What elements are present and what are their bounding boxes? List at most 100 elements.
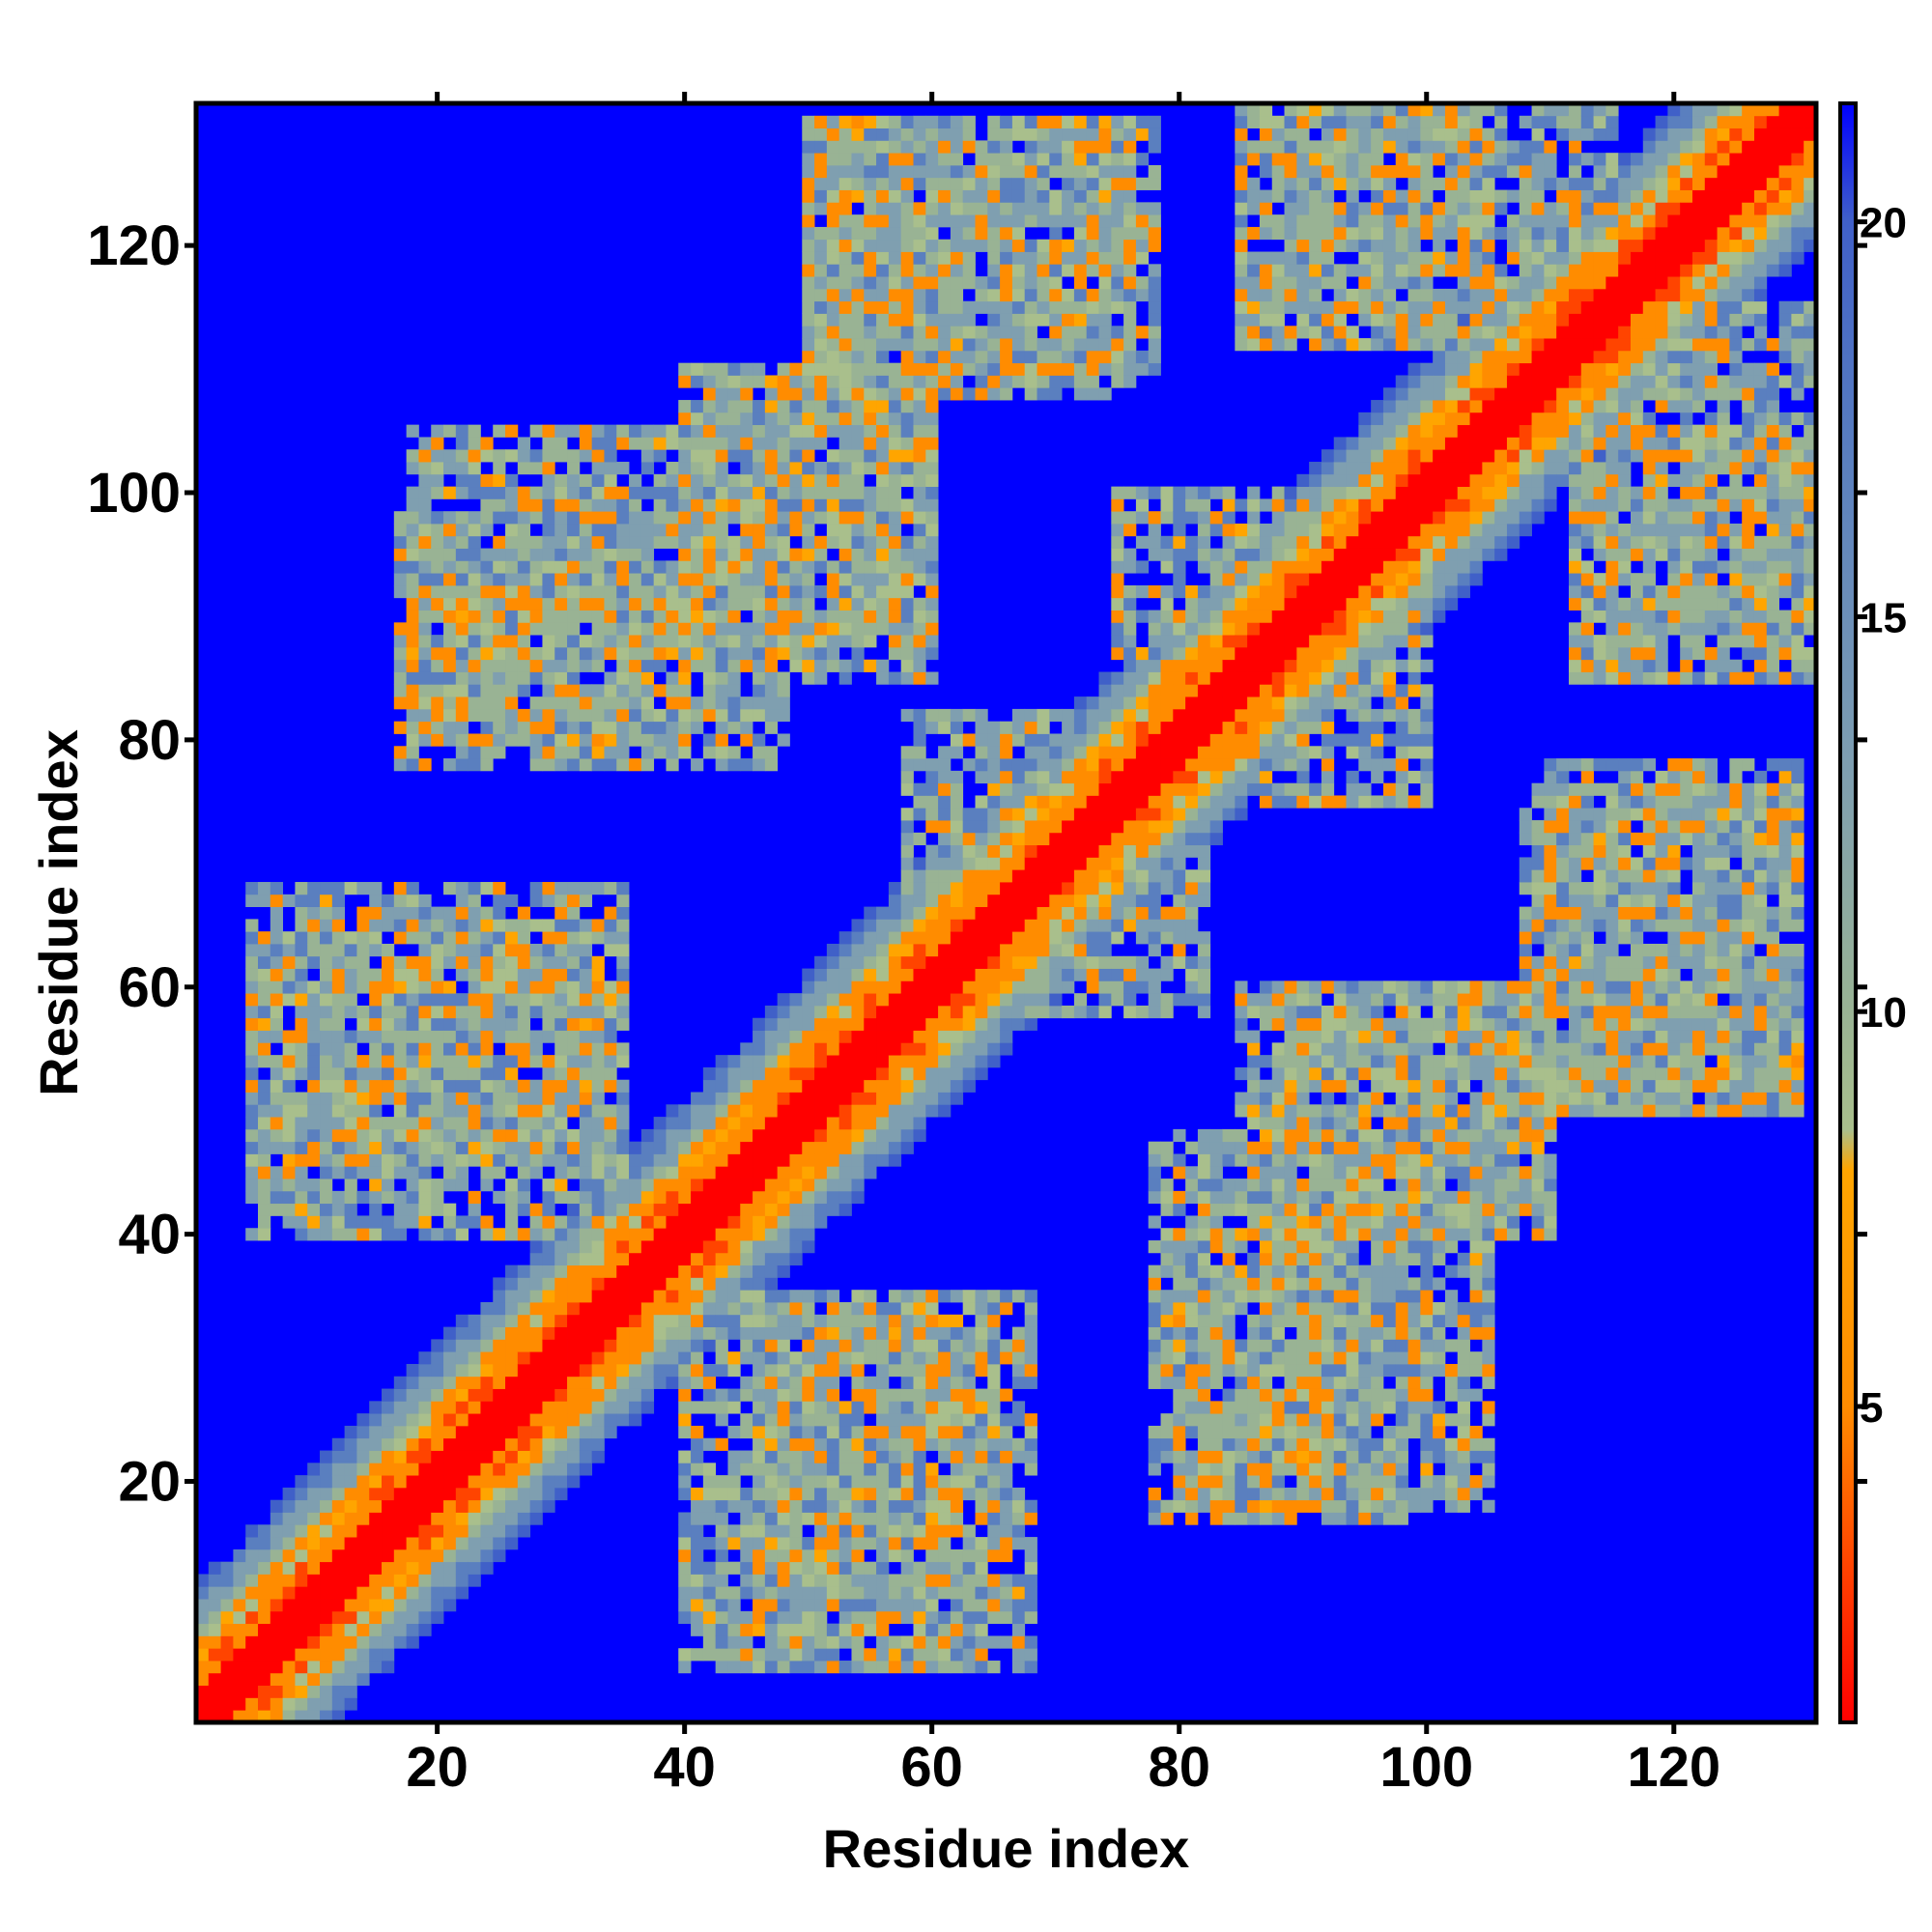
heatmap-cell [678, 671, 692, 685]
heatmap-cell [666, 1117, 679, 1130]
heatmap-cell [950, 338, 964, 352]
heatmap-cell [369, 1413, 383, 1427]
heatmap-cell [542, 610, 555, 623]
heatmap-cell [691, 1104, 704, 1118]
heatmap-cell [838, 1203, 852, 1216]
heatmap-cell [196, 1648, 210, 1662]
heatmap-cell [814, 140, 828, 154]
heatmap-cell [727, 659, 741, 672]
heatmap-cell [789, 511, 803, 525]
heatmap-cell [443, 1537, 457, 1550]
heatmap-cell [740, 1561, 753, 1575]
heatmap-cell [715, 1290, 728, 1303]
heatmap-cell [517, 1203, 531, 1216]
heatmap-cell [702, 1463, 717, 1476]
heatmap-cell [789, 1648, 803, 1662]
heatmap-cell [320, 1561, 333, 1575]
heatmap-cell [802, 610, 815, 623]
heatmap-cell [455, 1092, 469, 1105]
heatmap-cell [777, 573, 790, 586]
heatmap-cell [826, 1203, 840, 1216]
heatmap-cell [480, 1326, 494, 1340]
heatmap-cell [702, 1203, 717, 1216]
heatmap-cell [838, 1092, 852, 1105]
heatmap-cell [950, 980, 964, 994]
heatmap-cell [282, 1685, 296, 1698]
heatmap-cell [579, 1326, 593, 1340]
heatmap-cell [715, 1599, 728, 1612]
heatmap-cell [431, 473, 444, 488]
heatmap-cell [307, 1066, 321, 1081]
heatmap-cell [777, 1623, 790, 1636]
heatmap-cell [307, 882, 321, 895]
heatmap-cell [653, 635, 667, 648]
heatmap-cell [764, 1228, 779, 1241]
heatmap-cell [851, 1351, 865, 1365]
heatmap-cell [987, 1574, 1001, 1587]
heatmap-cell [393, 1066, 408, 1081]
heatmap-cell [888, 1586, 902, 1600]
heatmap-cell [505, 1363, 519, 1378]
heatmap-cell [1024, 251, 1037, 265]
heatmap-cell [431, 968, 444, 981]
heatmap-cell [418, 560, 432, 574]
heatmap-cell [1098, 894, 1112, 907]
heatmap-cell [1000, 362, 1013, 376]
heatmap-cell [468, 684, 481, 697]
heatmap-cell [431, 696, 444, 710]
heatmap-cell [282, 1648, 296, 1662]
heatmap-cell [1111, 857, 1124, 870]
heatmap-cell [382, 1537, 395, 1550]
heatmap-cell [369, 1574, 383, 1587]
heatmap-cell [913, 708, 926, 723]
heatmap-cell [913, 400, 926, 413]
heatmap-cell [764, 671, 779, 685]
heatmap-cell [702, 1264, 717, 1278]
heatmap-cell [925, 1302, 939, 1316]
heatmap-cell [727, 696, 741, 710]
heatmap-cell [753, 1351, 766, 1365]
heatmap-cell [777, 635, 790, 648]
heatmap-cell [975, 1475, 988, 1489]
heatmap-cell [295, 1190, 308, 1205]
heatmap-cell [468, 1388, 481, 1402]
heatmap-cell [468, 1326, 481, 1340]
heatmap-cell [740, 498, 753, 512]
heatmap-cell [393, 906, 408, 920]
heatmap-cell [307, 1623, 321, 1636]
heatmap-cell [913, 300, 926, 314]
heatmap-cell [888, 1574, 902, 1587]
heatmap-cell [691, 424, 704, 438]
heatmap-cell [505, 473, 519, 488]
heatmap-cell [604, 1055, 617, 1068]
heatmap-cell [1024, 1413, 1037, 1427]
heatmap-cell [1111, 733, 1124, 747]
heatmap-cell [900, 264, 914, 277]
heatmap-cell [826, 511, 840, 525]
heatmap-cell [529, 1326, 543, 1340]
heatmap-cell [851, 1599, 865, 1612]
heatmap-cell [542, 1463, 555, 1476]
heatmap-cell [468, 906, 481, 920]
heatmap-cell [678, 1487, 692, 1501]
heatmap-cell [1111, 338, 1124, 352]
heatmap-cell [418, 696, 432, 710]
heatmap-cell [369, 1190, 383, 1205]
heatmap-cell [554, 635, 568, 648]
heatmap-cell [1098, 326, 1112, 339]
heatmap-cell [876, 1104, 890, 1118]
heatmap-cell [616, 1203, 630, 1216]
heatmap-cell [1086, 264, 1099, 277]
heatmap-cell [295, 1635, 308, 1649]
heatmap-cell [331, 1104, 346, 1118]
heatmap-cell [925, 1017, 939, 1031]
heatmap-cell [851, 1141, 865, 1154]
heatmap-cell [838, 1117, 852, 1130]
heatmap-cell [295, 931, 308, 945]
heatmap-cell [505, 659, 519, 672]
heatmap-cell [864, 968, 877, 981]
heatmap-cell [455, 746, 469, 759]
heatmap-cell [282, 1537, 296, 1550]
heatmap-cell [307, 1487, 321, 1501]
heatmap-cell [666, 1339, 679, 1352]
